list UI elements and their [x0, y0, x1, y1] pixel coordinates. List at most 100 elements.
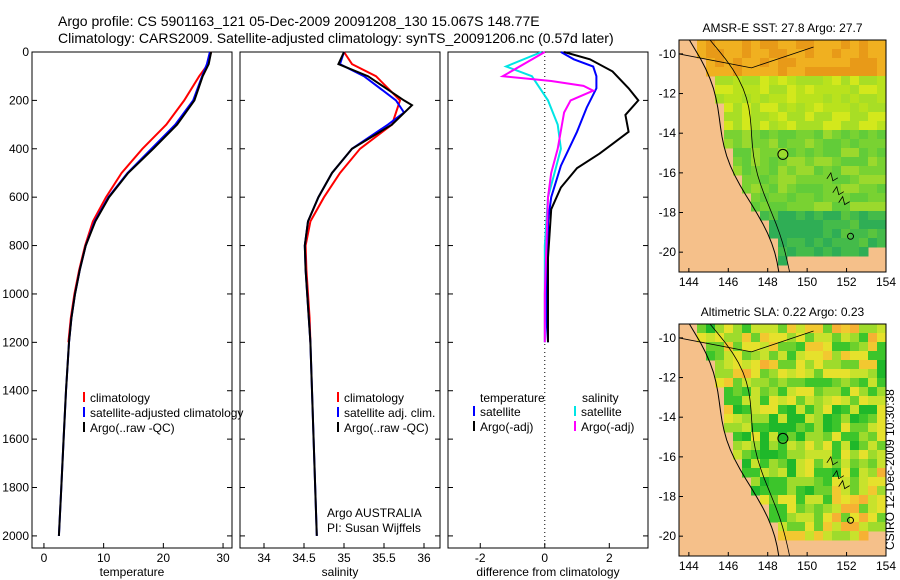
sst_map-cell [751, 193, 761, 203]
sla_map-cell [787, 513, 797, 523]
sla_map-cell [823, 432, 833, 442]
sst_map-cell [778, 166, 788, 176]
sst_map-cell [814, 238, 824, 248]
sst_map-cell [877, 193, 887, 203]
sst_map-cell [715, 76, 725, 86]
sla_map-cell [877, 432, 887, 442]
sst_map-cell [769, 148, 779, 158]
sla_map-cell [868, 522, 878, 532]
sst_map-cell [724, 139, 734, 149]
sst_map-cell [751, 76, 761, 86]
sst_map-cell [787, 238, 797, 248]
depth-tick-label: 800 [9, 239, 29, 253]
sla_map-cell [859, 432, 869, 442]
sst_map-cell [841, 211, 851, 221]
sla_map-cell [859, 441, 869, 451]
sst_map-y-tick-label: -12 [659, 87, 677, 101]
sst_map-cell [868, 76, 878, 86]
sst_map-cell [769, 211, 779, 221]
sst_map-cell [850, 103, 860, 113]
sla_map-cell [850, 522, 860, 532]
sst_map-cell [832, 139, 842, 149]
sst_map-cell [796, 112, 806, 122]
sla_map-cell [778, 486, 788, 496]
sst_map-cell [760, 139, 770, 149]
sst_map-cell [796, 103, 806, 113]
sst_map-cell [877, 184, 887, 194]
sst_map-cell [760, 211, 770, 221]
sla_map-cell [724, 387, 734, 397]
sla_map-cell [805, 342, 815, 352]
sst_map-cell [868, 40, 878, 50]
sst_map-cell [733, 121, 743, 131]
sla_map-cell [778, 405, 788, 415]
sla_map-cell [751, 477, 761, 487]
sst_map-cell [733, 112, 743, 122]
sla_map-cell [778, 369, 788, 379]
sst_map-cell [841, 238, 851, 248]
sla_map-cell [850, 369, 860, 379]
sst_map-cell [814, 157, 824, 167]
sst_map-cell [805, 211, 815, 221]
sla_map-cell [733, 450, 743, 460]
difference-series-0 [545, 51, 598, 343]
sla_map-y-tick-label: -10 [659, 331, 677, 345]
sla_map-cell [868, 342, 878, 352]
sst_map-cell [868, 166, 878, 176]
sla_map-cell [877, 513, 887, 523]
sla_map-cell [823, 351, 833, 361]
sst_map-cell [724, 58, 734, 68]
sla_map-cell [832, 387, 842, 397]
sst_map-cell [787, 40, 797, 50]
sla_map-cell [841, 441, 851, 451]
sst_map-cell [805, 112, 815, 122]
sst_map-cell [832, 58, 842, 68]
temperature-series-1 [57, 51, 211, 536]
sla_map-cell [778, 414, 788, 424]
sla_map-cell [769, 360, 779, 370]
sla_map-cell [859, 360, 869, 370]
sst_map-cell [823, 103, 833, 113]
sla_map-cell [742, 423, 752, 433]
sst_map-cell [877, 238, 887, 248]
sla_map-cell [841, 369, 851, 379]
sla_map-reef-2 [838, 479, 850, 490]
sst_map-cell [841, 76, 851, 86]
sla_map-coastline [688, 323, 780, 557]
sla_map-profile-marker [777, 432, 789, 444]
sst_map-cell [760, 157, 770, 167]
sst_map-cell [841, 67, 851, 77]
sla_map-cell [751, 387, 761, 397]
sla_map-cell [832, 522, 842, 532]
sla_map-cell [760, 324, 770, 334]
sla_map-cell [868, 405, 878, 415]
sla_map-cell [751, 486, 761, 496]
sla_map-cell [814, 333, 824, 343]
sla_map-cell [805, 324, 815, 334]
sla_map-cell [859, 504, 869, 514]
sla_map-y-tick-label: -18 [659, 490, 677, 504]
difference-x-tick-label: -2 [475, 551, 486, 565]
sst_map-cell [796, 238, 806, 248]
sla_map-cell [796, 387, 806, 397]
sla_map-cell [778, 396, 788, 406]
sst_map-cell [850, 139, 860, 149]
sst_map-cell [814, 193, 824, 203]
sla_map-cell [868, 441, 878, 451]
sla_map-cell [832, 342, 842, 352]
sla_map-cell [814, 486, 824, 496]
sst_map-cell [697, 49, 707, 59]
sla_map-cell [823, 423, 833, 433]
sst_map-cell [850, 67, 860, 77]
sst_map-cell [778, 139, 788, 149]
sla_map-reef-1 [832, 469, 844, 480]
difference-legend-label-2: satellite [581, 405, 622, 419]
sst_map-cell [868, 58, 878, 68]
sla_map-cell [796, 396, 806, 406]
sst_map-cell [769, 58, 779, 68]
sst_map-cell [814, 220, 824, 230]
sla_map-cell [868, 378, 878, 388]
sla_map-cell [841, 513, 851, 523]
sla_map-cell [805, 513, 815, 523]
sla_map-cell [742, 360, 752, 370]
